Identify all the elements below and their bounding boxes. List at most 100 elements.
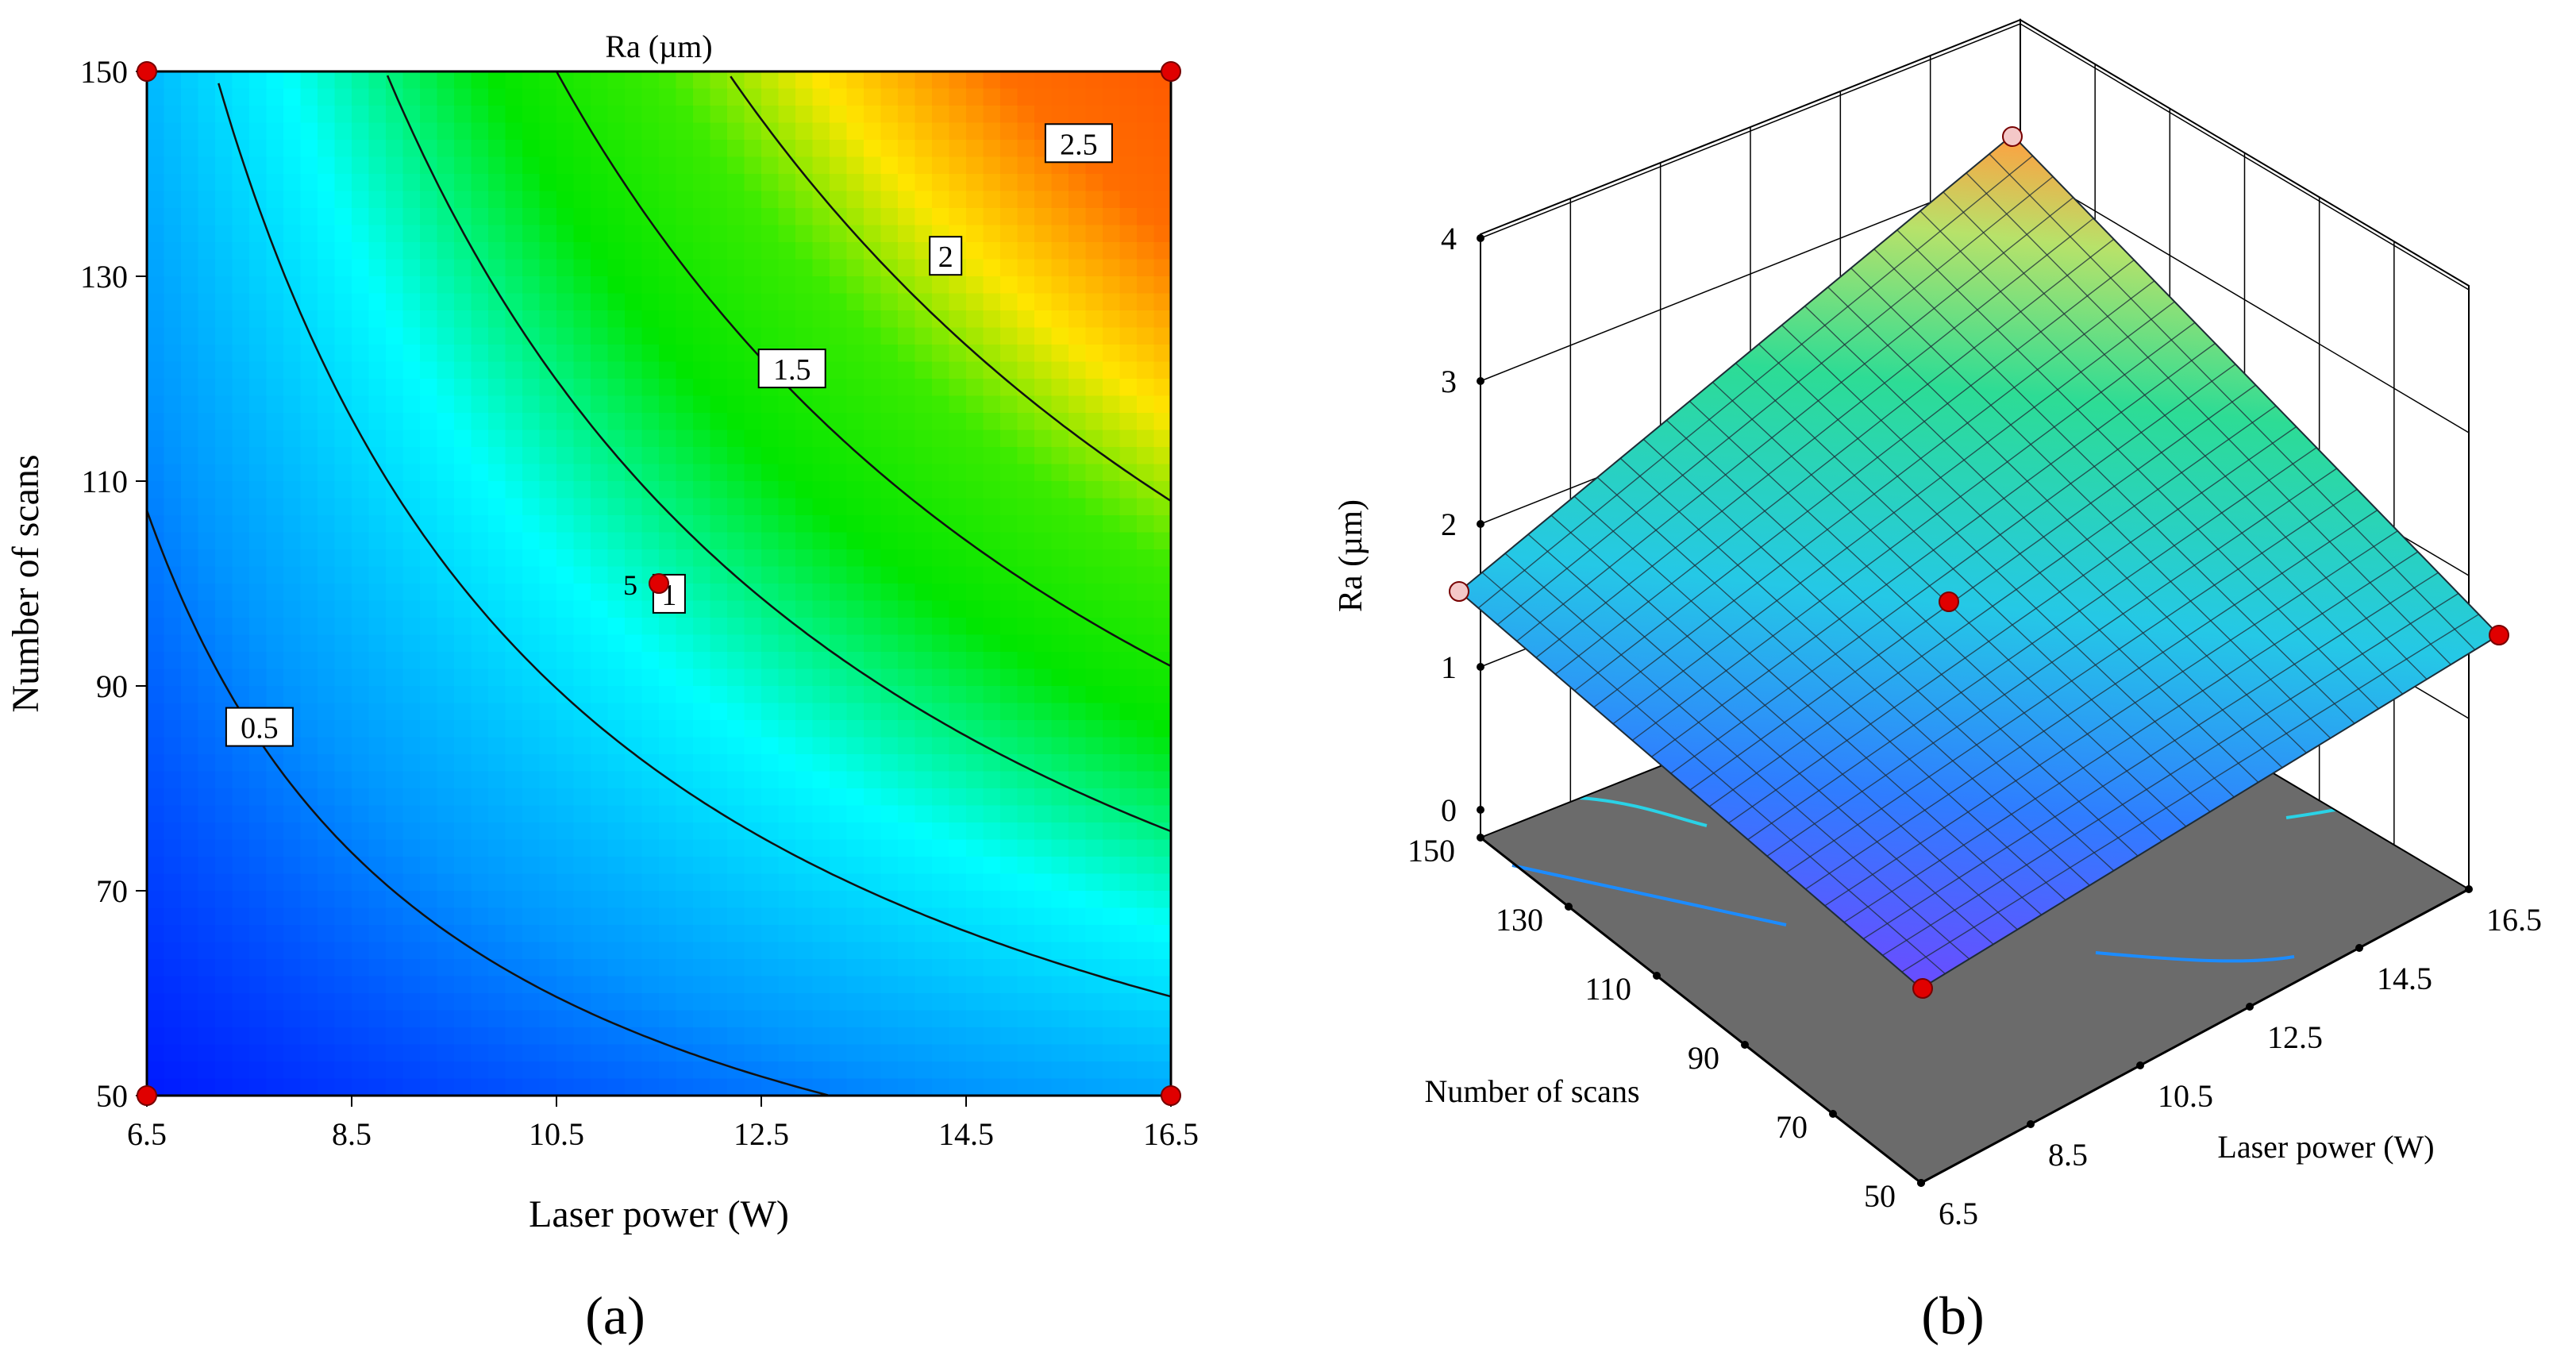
heat-cell (249, 345, 268, 363)
heat-cell (693, 839, 711, 857)
heat-cell (727, 140, 745, 158)
heat-cell (283, 891, 302, 909)
heat-cell (522, 907, 541, 926)
heat-cell (932, 839, 950, 857)
heat-cell (864, 1044, 882, 1062)
heat-cell (778, 242, 796, 260)
heat-cell (727, 703, 745, 721)
heat-cell (266, 106, 284, 124)
heat-cell (556, 600, 575, 618)
heat-cell (625, 925, 643, 943)
heat-cell (318, 293, 336, 311)
heat-cell (368, 634, 387, 653)
heat-cell (1119, 839, 1138, 857)
heat-cell (198, 839, 216, 857)
heat-cell (249, 140, 268, 158)
heat-cell (641, 225, 660, 243)
heat-cell (539, 447, 557, 465)
heat-cell (591, 481, 609, 499)
heat-cell (795, 549, 814, 568)
heat-cell (795, 430, 814, 448)
heat-cell (386, 549, 404, 568)
heat-cell (625, 156, 643, 175)
heat-cell (368, 327, 387, 345)
heat-cell (1034, 1010, 1053, 1028)
heat-cell (249, 771, 268, 789)
heat-cell (573, 634, 591, 653)
heat-cell (676, 327, 694, 345)
heat-cell (864, 464, 882, 482)
heat-cell (402, 737, 421, 755)
heat-cell (402, 174, 421, 192)
heat-cell (914, 515, 933, 534)
heat-cell (727, 1044, 745, 1062)
heat-cell (744, 703, 762, 721)
heat-cell (437, 156, 455, 175)
heat-cell (420, 122, 438, 141)
heat-cell (932, 413, 950, 431)
heat-cell (693, 891, 711, 909)
heat-cell (830, 276, 848, 295)
heat-cell (249, 857, 268, 875)
heat-cell (1119, 361, 1138, 379)
heat-cell (676, 771, 694, 789)
heat-cell (983, 191, 1001, 209)
heat-cell (659, 618, 677, 636)
heat-cell (147, 413, 165, 431)
heat-cell (232, 191, 250, 209)
heat-cell (573, 686, 591, 704)
heat-cell (591, 976, 609, 994)
heat-cell (437, 1078, 455, 1096)
heat-cell (386, 242, 404, 260)
heat-cell (949, 71, 967, 90)
heat-cell (744, 737, 762, 755)
contour-label: 2 (938, 241, 953, 274)
heat-cell (488, 208, 506, 226)
heat-cell (625, 413, 643, 431)
heat-cell (505, 293, 523, 311)
heat-cell (966, 907, 984, 926)
heat-cell (573, 1061, 591, 1080)
heat-cell (402, 925, 421, 943)
heat-cell (1119, 720, 1138, 738)
heat-cell (659, 1010, 677, 1028)
heat-cell (641, 907, 660, 926)
heat-cell (334, 515, 352, 534)
heat-cell (1017, 1061, 1035, 1080)
heat-cell (864, 618, 882, 636)
heat-cell (352, 891, 370, 909)
heat-cell (522, 873, 541, 892)
heat-cell (1153, 430, 1172, 448)
heat-cell (539, 754, 557, 772)
heat-cell (914, 976, 933, 994)
heat-cell (215, 891, 233, 909)
heat-cell (249, 71, 268, 90)
heat-cell (914, 993, 933, 1011)
heat-cell (454, 242, 472, 260)
heat-cell (966, 208, 984, 226)
heat-cell (368, 993, 387, 1011)
heat-cell (181, 857, 199, 875)
heat-cell (812, 395, 830, 414)
heat-cell (164, 345, 182, 363)
heat-cell (880, 259, 899, 277)
heat-cell (454, 191, 472, 209)
heat-cell (437, 106, 455, 124)
heat-cell (932, 873, 950, 892)
heat-cell (505, 395, 523, 414)
heat-cell (420, 720, 438, 738)
heat-cell (744, 993, 762, 1011)
heat-cell (795, 481, 814, 499)
heat-cell (1137, 549, 1155, 568)
heat-cell (471, 668, 489, 687)
heat-cell (402, 600, 421, 618)
heat-cell (181, 993, 199, 1011)
heat-cell (591, 532, 609, 550)
heat-cell (147, 208, 165, 226)
heat-cell (505, 191, 523, 209)
heat-cell (898, 942, 916, 960)
heat-cell (880, 839, 899, 857)
heat-cell (300, 361, 318, 379)
heat-cell (437, 174, 455, 192)
heat-cell (898, 481, 916, 499)
